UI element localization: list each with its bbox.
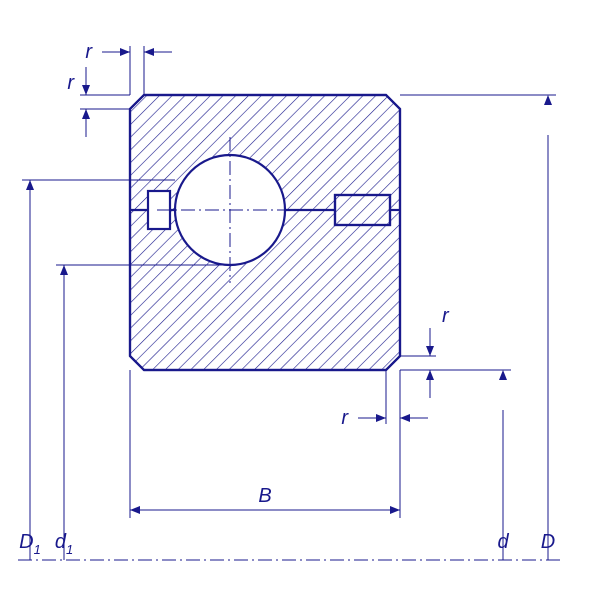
bearing-cross-section-diagram: BdDd1D1rrrr <box>0 0 600 600</box>
svg-text:r: r <box>85 41 93 63</box>
dim-label-d: d <box>497 531 509 553</box>
dim-label-B: B <box>258 485 271 507</box>
svg-text:r: r <box>67 72 75 94</box>
dim-label-D: D <box>541 531 555 553</box>
svg-text:r: r <box>442 305 450 327</box>
svg-text:r: r <box>341 407 349 429</box>
